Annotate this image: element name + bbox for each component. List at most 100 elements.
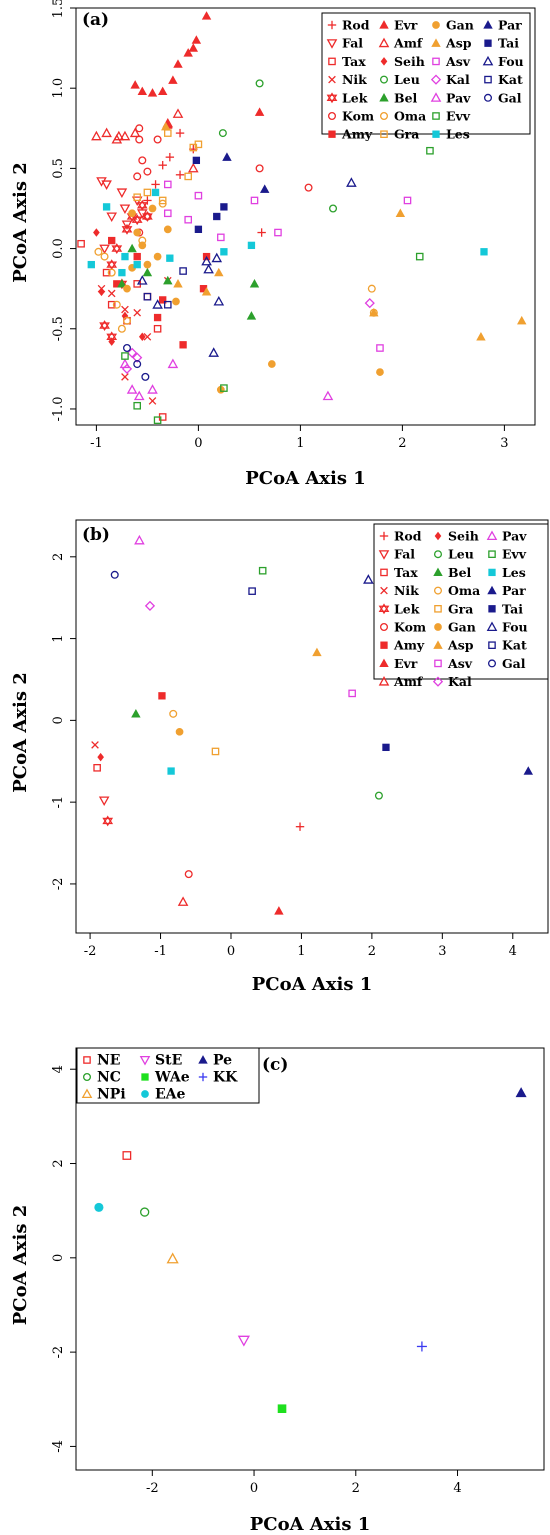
data-point-evr	[173, 59, 183, 68]
legend-marker-kom	[379, 622, 389, 632]
legend-marker-tai	[488, 605, 496, 613]
legend-marker-amf	[378, 676, 390, 686]
data-point-kom	[135, 135, 144, 144]
data-point-pav	[119, 358, 131, 369]
x-tick-label: 3	[438, 944, 446, 959]
data-point-par	[222, 152, 232, 161]
data-point-evr	[188, 43, 199, 52]
data-point-kal	[144, 600, 156, 611]
legend-label-bel: Bel	[448, 565, 472, 580]
data-point-les	[133, 260, 141, 269]
data-points	[91, 534, 533, 915]
data-point-gra	[143, 188, 152, 197]
data-point-fal	[116, 188, 128, 198]
y-tick-label: -2	[51, 878, 66, 891]
data-point-kom	[143, 212, 152, 221]
data-point-evr	[147, 88, 158, 97]
legend-label-les: Les	[446, 127, 470, 142]
legend-marker-kat	[488, 641, 496, 649]
data-point-kom	[133, 172, 142, 181]
legend-label-les: Les	[502, 565, 526, 580]
y-axis-label: PCoA Axis 2	[10, 1205, 31, 1326]
data-point-tax	[93, 764, 101, 772]
data-point-amy	[158, 692, 166, 700]
legend-label-evv: Evv	[502, 547, 527, 562]
y-tick-label: 2	[51, 553, 66, 561]
y-tick-label: -4	[51, 1440, 66, 1453]
data-point-fou	[208, 347, 220, 357]
data-point-les	[166, 254, 174, 262]
legend-marker-amy	[328, 130, 336, 138]
legend-label-kal: Kal	[448, 674, 472, 689]
y-tick-label: 1.0	[51, 78, 66, 99]
legend-label-seih: Seih	[394, 54, 425, 69]
data-point-oma	[94, 247, 103, 256]
data-point-par	[259, 184, 270, 193]
legend-marker-evv	[432, 112, 440, 120]
data-point-bel	[246, 311, 257, 320]
data-point-fal	[98, 796, 110, 807]
y-axis-label: PCoA Axis 2	[10, 162, 31, 283]
data-point-gan	[128, 209, 136, 218]
legend-marker-bel	[433, 567, 443, 577]
data-point-kat	[163, 300, 172, 309]
data-point-nik	[143, 332, 152, 341]
panel-b-label: (b)	[82, 525, 110, 545]
x-tick-label: 0	[227, 944, 235, 959]
data-point-asp	[161, 121, 171, 131]
data-point-amy	[159, 296, 167, 304]
legend-label-par: Par	[502, 583, 526, 598]
data-point-pav	[134, 534, 145, 545]
legend-marker-asp	[433, 640, 443, 649]
data-point-evv	[426, 146, 434, 155]
legend-marker-nik	[328, 75, 336, 84]
data-point-kat	[143, 292, 152, 301]
y-tick-label: 1.5	[51, 0, 66, 18]
legend-label-fal: Fal	[394, 547, 415, 562]
data-point-tai	[220, 203, 228, 211]
x-tick-label: -1	[90, 436, 103, 451]
legend-marker-par	[483, 20, 493, 29]
data-point-asp	[369, 307, 379, 317]
legend-marker-seih	[434, 531, 442, 541]
data-point-par	[523, 766, 533, 775]
legend-marker-tax	[328, 57, 336, 66]
legend-label-leu: Leu	[448, 547, 474, 562]
data-point-bel	[163, 275, 173, 285]
legend-marker-bel	[379, 92, 389, 102]
data-point-les	[102, 203, 111, 211]
data-point-fou	[363, 574, 374, 584]
legend-marker-fal	[378, 550, 390, 560]
data-point-kom	[304, 183, 313, 192]
legend-marker-evv	[488, 550, 496, 558]
legend-marker-kk	[198, 1072, 208, 1082]
legend-marker-gal	[483, 93, 493, 102]
legend-label-kat: Kat	[498, 72, 523, 87]
data-point-evv	[153, 416, 162, 424]
data-point-gan	[123, 284, 131, 293]
data-point-bel	[117, 279, 127, 288]
legend-marker-npi	[81, 1088, 93, 1099]
data-point-gra	[211, 747, 220, 756]
data-point-oma	[169, 709, 178, 718]
data-point-evv	[415, 252, 424, 261]
data-point-nik	[121, 373, 129, 381]
data-point-leu	[218, 129, 227, 138]
data-point-evv	[220, 384, 228, 392]
legend-label-nc: NC	[97, 1070, 121, 1086]
data-point-nik	[107, 289, 116, 298]
legend-marker-lek	[378, 603, 390, 615]
data-point-leu	[329, 204, 338, 213]
data-point-les	[480, 248, 488, 256]
x-tick-label: 2	[352, 1481, 360, 1496]
data-point-evr	[168, 75, 178, 84]
legend-marker-pav	[486, 530, 498, 541]
data-point-leu	[374, 791, 383, 800]
plot-frame	[75, 7, 536, 426]
legend-label-leu: Leu	[394, 72, 420, 87]
legend-marker-pav	[430, 92, 442, 102]
legend-marker-kal	[430, 74, 442, 85]
legend-marker-gan	[432, 21, 440, 29]
data-point-oma	[367, 284, 376, 293]
